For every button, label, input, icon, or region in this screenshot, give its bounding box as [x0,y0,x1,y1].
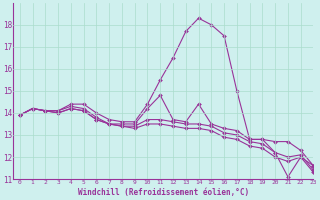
X-axis label: Windchill (Refroidissement éolien,°C): Windchill (Refroidissement éolien,°C) [78,188,249,197]
